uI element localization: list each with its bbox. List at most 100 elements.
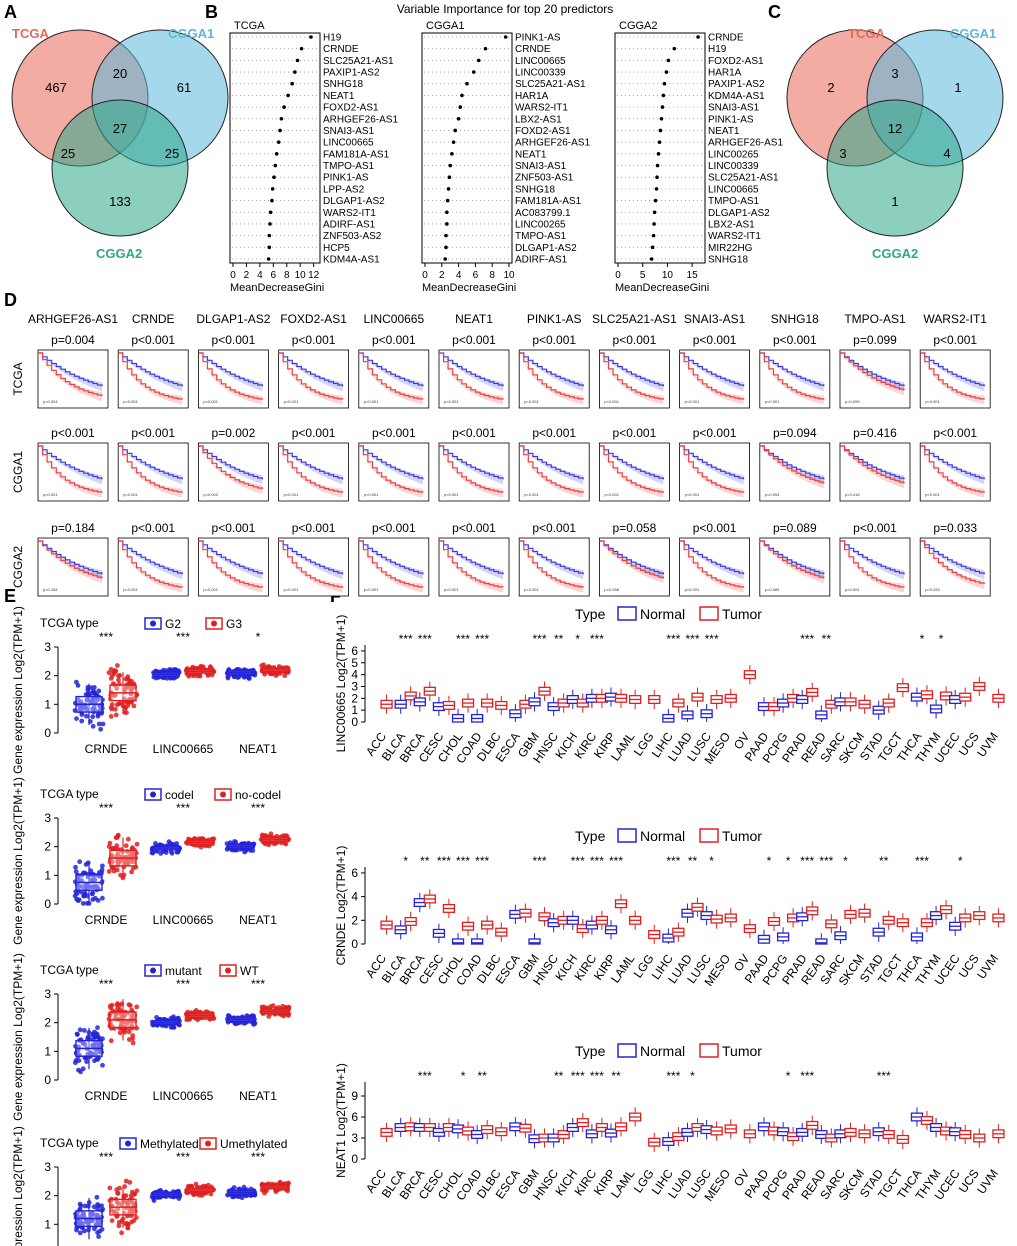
significance-mark: * [939, 632, 944, 646]
km-curve-high-ci [38, 446, 102, 498]
dotchart-point [282, 105, 286, 109]
km-pvalue: p<0.001 [131, 521, 175, 535]
data-point [131, 852, 136, 857]
km-curve-low-ci [439, 541, 503, 580]
dotchart-label: NEAT1 [323, 91, 355, 102]
y-tick-label: 3 [44, 1160, 51, 1174]
km-curve-high-ci [118, 353, 183, 405]
km-gene-label: TMPO-AS1 [844, 312, 906, 326]
dotchart-point [672, 46, 677, 51]
km-inset-pvalue: p=0.033 [925, 587, 940, 592]
km-gene-label: SNHG18 [771, 312, 819, 326]
km-pvalue: p<0.001 [292, 521, 336, 535]
km-curve-low-ci [759, 446, 824, 485]
km-curve-low [599, 540, 664, 575]
dotchart-tick-label: 10 [662, 270, 674, 281]
y-tick-label: 3 [351, 679, 358, 693]
data-point [100, 1062, 105, 1068]
data-point [93, 884, 98, 889]
data-point [91, 685, 97, 690]
km-pvalue: p<0.001 [773, 333, 817, 347]
dotchart-point [460, 93, 464, 98]
dotchart-label: SNAI3-AS1 [708, 103, 760, 114]
significance-mark: *** [437, 854, 451, 868]
y-axis-label: Gene expression Log2(TPM+1) [11, 953, 25, 1121]
y-tick-label: 2 [44, 1016, 51, 1030]
legend-label-normal: Normal [640, 1043, 685, 1059]
significance-mark: ** [420, 854, 430, 868]
km-pvalue: p<0.001 [292, 333, 336, 347]
venn-c-count-all: 12 [888, 121, 902, 136]
data-point [88, 691, 94, 696]
venn-c-count-tcga-cgga1: 3 [891, 66, 898, 81]
km-curve-low-ci [920, 541, 985, 580]
x-category-label: NEAT1 [239, 1089, 277, 1103]
significance-mark: *** [99, 801, 113, 815]
data-point [117, 1007, 123, 1013]
dotchart-point [270, 198, 274, 203]
km-pvalue: p<0.001 [131, 426, 175, 440]
y-axis-label: NEAT1 Log2(TPM+1) [334, 1063, 348, 1178]
km-gene-label: SLC25A21-AS1 [592, 312, 677, 326]
dotchart-label: KDM4A-AS1 [708, 91, 765, 102]
km-inset-pvalue: p=0.099 [845, 399, 860, 404]
data-point [170, 1016, 176, 1021]
km-curve-low-ci [519, 541, 584, 580]
data-point [96, 688, 102, 694]
data-point [95, 713, 101, 719]
x-category-label: LINC00665 [153, 913, 214, 927]
dotchart-label: SLC25A21-AS1 [323, 56, 394, 67]
dotchart-tick-label: 8 [489, 270, 495, 281]
dotchart-xlabel: MeanDecreaseGini [230, 282, 324, 294]
data-point [134, 1004, 140, 1010]
legend-swatch-tumor [699, 828, 719, 843]
data-point [76, 897, 82, 903]
dotchart-point [267, 233, 272, 238]
km-curve-high-ci [599, 541, 664, 584]
data-point [118, 858, 123, 863]
km-inset-pvalue: p<0.001 [203, 399, 218, 404]
significance-mark: *** [590, 854, 604, 868]
dotchart-label: SNAI3-AS1 [323, 126, 375, 137]
dotchart-point [286, 93, 290, 98]
km-inset-pvalue: p<0.001 [284, 399, 299, 404]
data-point [80, 1066, 86, 1072]
km-curve-high [679, 540, 745, 588]
km-curve-high-ci [519, 446, 584, 498]
data-point [106, 869, 112, 874]
data-point [266, 1014, 272, 1019]
km-curve-low-ci [840, 541, 904, 580]
data-point [99, 1226, 105, 1232]
dotchart-label: HAR1A [708, 68, 742, 79]
km-curve-low [439, 352, 504, 387]
y-tick-label: 2 [351, 691, 358, 705]
legend-title: TCGA type [40, 963, 99, 977]
significance-mark: *** [456, 854, 470, 868]
data-point [109, 1218, 115, 1223]
dotchart-label: ZNF503-AS2 [323, 231, 382, 242]
dotchart-label: HAR1A [515, 91, 549, 102]
km-curve-high [840, 352, 905, 391]
data-point [85, 860, 91, 866]
panel-label-a: A [4, 2, 17, 22]
data-point [126, 1037, 132, 1042]
data-point [134, 1188, 140, 1194]
km-curve-low [278, 540, 344, 575]
panel-label-e: E [4, 586, 16, 606]
data-point [85, 1203, 91, 1209]
significance-mark: ** [554, 1069, 564, 1083]
km-pvalue: p<0.001 [853, 521, 897, 535]
boxplot-methylation: TCGA typeMethylatedUmethylated0123Gene e… [11, 1126, 291, 1246]
data-point [77, 1201, 83, 1207]
km-curve-high [519, 352, 584, 400]
km-curve-high-ci [840, 541, 904, 593]
dotchart-point [662, 81, 667, 86]
venn-c-count-cgga1-cgga2: 4 [943, 146, 950, 161]
significance-mark: *** [571, 854, 585, 868]
data-point [95, 898, 101, 903]
dotchart-point [276, 140, 281, 144]
km-curve-high-ci [358, 353, 423, 405]
dotchart-tick-label: 8 [284, 270, 290, 281]
km-inset-pvalue: p<0.001 [925, 492, 940, 497]
